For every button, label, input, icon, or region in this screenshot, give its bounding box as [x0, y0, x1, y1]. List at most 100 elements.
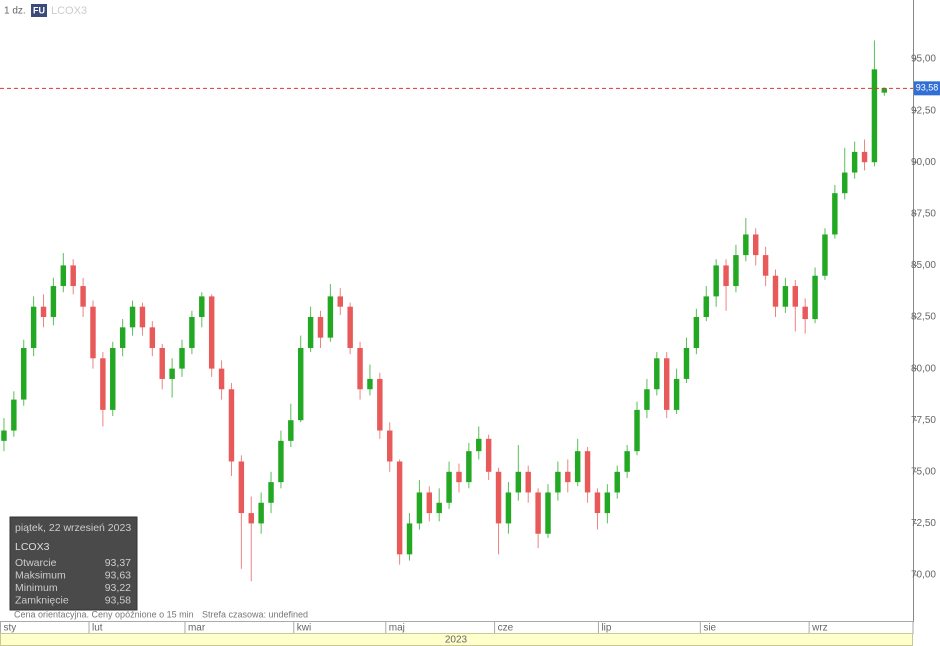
x-tick-label: cze [498, 623, 514, 634]
candle-body [268, 482, 274, 503]
candle-body [228, 389, 235, 462]
y-tick-label: 90,00 [911, 157, 936, 168]
tooltip-value: 93,37 [105, 557, 131, 569]
candle-body [614, 471, 620, 493]
candle-body [119, 327, 126, 348]
candle-body [525, 471, 531, 493]
x-tick-label: sty [4, 623, 17, 634]
current-price-label: 93,58 [916, 83, 939, 93]
candle-body [812, 275, 818, 320]
candle-body [337, 296, 343, 307]
candle-body [644, 389, 650, 410]
y-tick-label: 92,50 [911, 105, 936, 116]
candle-body [861, 151, 868, 163]
candle-body [881, 88, 888, 93]
x-tick-label: mar [188, 623, 206, 634]
candle-body [515, 471, 522, 493]
candle-body [317, 317, 324, 338]
candle-body [70, 265, 76, 287]
footer-timezone: Strefa czasowa: undefined [202, 609, 308, 619]
x-tick-label: sie [703, 623, 716, 634]
candle-body [743, 234, 749, 256]
y-tick-label: 70,00 [911, 570, 936, 581]
candle-body [683, 347, 690, 379]
candle-body [189, 317, 195, 348]
x-tick-label: lut [92, 623, 103, 634]
candle-body [772, 275, 779, 307]
candle-body [673, 378, 680, 410]
candle-body [446, 471, 452, 503]
y-tick-label: 77,50 [911, 415, 936, 426]
candle-body [238, 461, 245, 514]
candle-body [693, 317, 700, 348]
candle-body [426, 492, 433, 514]
candle-body [456, 471, 462, 483]
candle-body [436, 502, 442, 514]
y-tick-label: 82,50 [911, 312, 936, 323]
candle-body [466, 451, 472, 483]
candle-body [218, 368, 225, 390]
tooltip-field: Minimum [15, 582, 58, 594]
x-tick-label: wrz [811, 623, 828, 634]
candle-body [792, 286, 799, 307]
candle-body [565, 471, 571, 483]
candle-body [367, 378, 373, 390]
interval: 1 dz. [4, 6, 26, 17]
candle-body [584, 451, 591, 493]
candle-body [169, 368, 175, 379]
tooltip-date: piątek, 22 wrzesień 2023 [15, 522, 131, 534]
tooltip-field: Otwarcie [15, 557, 57, 569]
tooltip-field: Zamknięcie [15, 594, 69, 606]
candle-body [594, 492, 601, 514]
candle-body [1, 430, 7, 441]
candle-body [604, 492, 611, 514]
candle-body [357, 347, 363, 390]
candle-body [149, 327, 156, 348]
candle-body [21, 347, 27, 400]
y-tick-label: 72,50 [911, 518, 936, 529]
candle-body [505, 492, 512, 524]
candle-body [713, 265, 719, 297]
candle-body [822, 234, 828, 276]
candle-body [100, 358, 106, 410]
candle-body [199, 296, 205, 318]
candle-body [406, 523, 413, 555]
candle-body [535, 492, 541, 534]
tooltip-box [9, 516, 138, 611]
candle-body [30, 306, 37, 348]
candle-body [307, 317, 314, 348]
candle-body [832, 193, 838, 235]
candle-body [347, 306, 353, 348]
y-tick-label: 85,00 [911, 260, 936, 271]
x-tick-label: lip [601, 623, 611, 634]
candle-body [842, 172, 848, 194]
y-tick-label: 75,00 [911, 466, 936, 477]
candle-body [288, 420, 294, 441]
x-tick-label: kwi [297, 623, 311, 634]
footer-note: Cena orientacyjna. Ceny opóźnione o 15 m… [14, 609, 194, 619]
candle-body [416, 492, 423, 524]
candle-body [871, 69, 878, 163]
x-axis-band [0, 621, 914, 634]
candle-body [179, 347, 185, 369]
candle-body [327, 296, 334, 338]
candle-body [129, 306, 136, 328]
candle-body [703, 296, 709, 318]
candle-body [278, 440, 284, 483]
candle-body [762, 255, 769, 276]
candle-body [624, 451, 630, 472]
candle-body [50, 286, 57, 318]
tooltip-value: 93,22 [105, 582, 131, 594]
candle-body [297, 347, 304, 421]
candle-body [495, 471, 502, 524]
candle-body [485, 438, 492, 472]
y-tick-label: 87,50 [911, 208, 936, 219]
candle-body [159, 347, 165, 379]
candle-body [110, 347, 116, 410]
candle-body [40, 306, 47, 318]
year-label: 2023 [445, 635, 468, 646]
y-tick-label: 80,00 [911, 363, 936, 374]
candle-body [208, 296, 215, 369]
candle-body [723, 265, 729, 287]
